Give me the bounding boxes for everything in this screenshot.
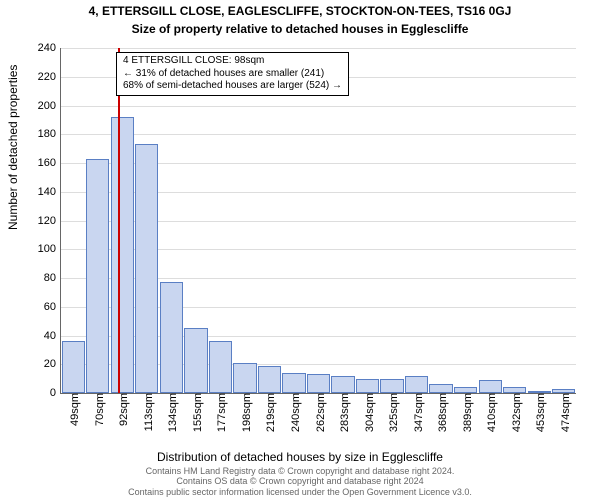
histogram-bar	[86, 159, 109, 393]
histogram-bar	[331, 376, 354, 393]
y-axis-label: Number of detached properties	[6, 65, 20, 230]
y-tick-label: 100	[38, 243, 61, 255]
chart-container: 4, ETTERSGILL CLOSE, EAGLESCLIFFE, STOCK…	[0, 0, 600, 500]
gridline	[61, 48, 576, 49]
x-tick-label: 304sqm	[360, 393, 376, 432]
y-tick-label: 40	[44, 330, 61, 342]
footer-line-1: Contains HM Land Registry data © Crown c…	[146, 466, 455, 476]
histogram-bar	[429, 384, 452, 393]
x-tick-label: 113sqm	[139, 393, 155, 431]
annotation-line-2: ← 31% of detached houses are smaller (24…	[123, 68, 342, 81]
x-tick-label: 134sqm	[163, 393, 179, 432]
histogram-bar	[380, 379, 403, 393]
x-tick-label: 262sqm	[311, 393, 327, 432]
chart-title-main: 4, ETTERSGILL CLOSE, EAGLESCLIFFE, STOCK…	[0, 4, 600, 18]
x-tick-label: 240sqm	[286, 393, 302, 432]
x-axis-label: Distribution of detached houses by size …	[0, 450, 600, 464]
x-tick-label: 389sqm	[458, 393, 474, 432]
histogram-bar	[111, 117, 134, 393]
property-marker-line	[118, 48, 120, 393]
histogram-bar	[356, 379, 379, 393]
histogram-bar	[258, 366, 281, 393]
y-tick-label: 80	[44, 272, 61, 284]
histogram-bar	[62, 341, 85, 393]
histogram-bar	[405, 376, 428, 393]
x-tick-label: 410sqm	[482, 393, 498, 432]
gridline	[61, 106, 576, 107]
y-tick-label: 0	[50, 387, 61, 399]
histogram-bar	[184, 328, 207, 393]
y-tick-label: 240	[38, 42, 61, 54]
annotation-line-1: 4 ETTERSGILL CLOSE: 98sqm	[123, 55, 342, 68]
y-tick-label: 140	[38, 186, 61, 198]
x-tick-label: 155sqm	[188, 393, 204, 432]
x-tick-label: 49sqm	[65, 393, 81, 426]
histogram-bar	[209, 341, 232, 393]
x-tick-label: 70sqm	[90, 393, 106, 426]
plot-area: 02040608010012014016018020022024049sqm70…	[60, 48, 576, 394]
y-tick-label: 20	[44, 358, 61, 370]
y-tick-label: 200	[38, 100, 61, 112]
histogram-bar	[479, 380, 502, 393]
histogram-bar	[160, 282, 183, 393]
footer-attribution: Contains HM Land Registry data © Crown c…	[0, 466, 600, 498]
annotation-box: 4 ETTERSGILL CLOSE: 98sqm← 31% of detach…	[116, 52, 349, 96]
histogram-bar	[282, 373, 305, 393]
x-tick-label: 177sqm	[212, 393, 228, 432]
x-tick-label: 283sqm	[335, 393, 351, 432]
gridline	[61, 134, 576, 135]
y-tick-label: 220	[38, 71, 61, 83]
x-tick-label: 474sqm	[556, 393, 572, 432]
y-tick-label: 120	[38, 215, 61, 227]
footer-line-2: Contains OS data © Crown copyright and d…	[176, 476, 423, 486]
x-tick-label: 198sqm	[237, 393, 253, 432]
annotation-line-3: 68% of semi-detached houses are larger (…	[123, 80, 342, 93]
x-tick-label: 453sqm	[531, 393, 547, 432]
y-tick-label: 180	[38, 128, 61, 140]
x-tick-label: 325sqm	[384, 393, 400, 432]
footer-line-3: Contains public sector information licen…	[128, 487, 472, 497]
x-tick-label: 92sqm	[114, 393, 130, 426]
x-tick-label: 219sqm	[261, 393, 277, 432]
x-tick-label: 432sqm	[507, 393, 523, 432]
x-tick-label: 347sqm	[409, 393, 425, 432]
y-tick-label: 160	[38, 157, 61, 169]
histogram-bar	[135, 144, 158, 393]
chart-title-sub: Size of property relative to detached ho…	[0, 22, 600, 36]
y-tick-label: 60	[44, 301, 61, 313]
histogram-bar	[233, 363, 256, 393]
histogram-bar	[307, 374, 330, 393]
x-tick-label: 368sqm	[433, 393, 449, 432]
